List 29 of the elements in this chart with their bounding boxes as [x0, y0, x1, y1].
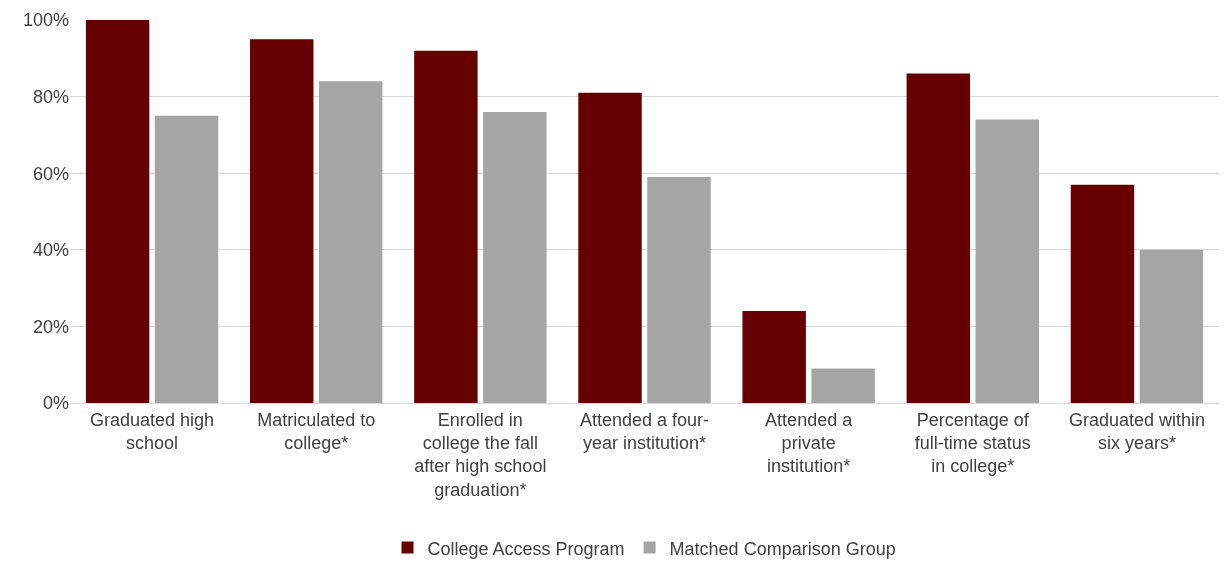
bar [154, 115, 219, 403]
legend-label: Matched Comparison Group [669, 538, 896, 559]
x-tick-label: Attended a private institution* [765, 409, 854, 477]
x-tick-label: Enrolled in college the fall after high school graduation* [414, 409, 547, 500]
y-tick-label: 40% [32, 240, 69, 261]
bar [483, 111, 547, 403]
x-tick-label: Attended a four-year institution* [579, 409, 710, 453]
y-tick-label: 100% [22, 10, 69, 31]
bar [318, 81, 383, 403]
y-tick-label: 60% [32, 163, 69, 184]
y-tick-label: 0% [42, 393, 69, 414]
y-tick-label: 20% [32, 316, 69, 337]
y-tick-label: 80% [32, 86, 69, 107]
x-tick-label: Graduated within six years* [1068, 409, 1205, 453]
x-tick-label: Graduated high school [90, 409, 215, 453]
x-tick-label: Percentage of full-time status in college* [914, 409, 1031, 477]
bar [906, 73, 971, 403]
bar [975, 119, 1039, 403]
bar [811, 368, 875, 403]
bar [742, 311, 806, 403]
bar [414, 50, 478, 403]
x-tick-label: Matriculated to college* [257, 409, 376, 453]
bar [1139, 249, 1204, 403]
bar [647, 177, 711, 403]
legend-label: College Access Program [427, 538, 625, 559]
bar [578, 92, 642, 403]
bar [250, 39, 314, 403]
bar [85, 20, 150, 403]
bar [1070, 184, 1135, 403]
